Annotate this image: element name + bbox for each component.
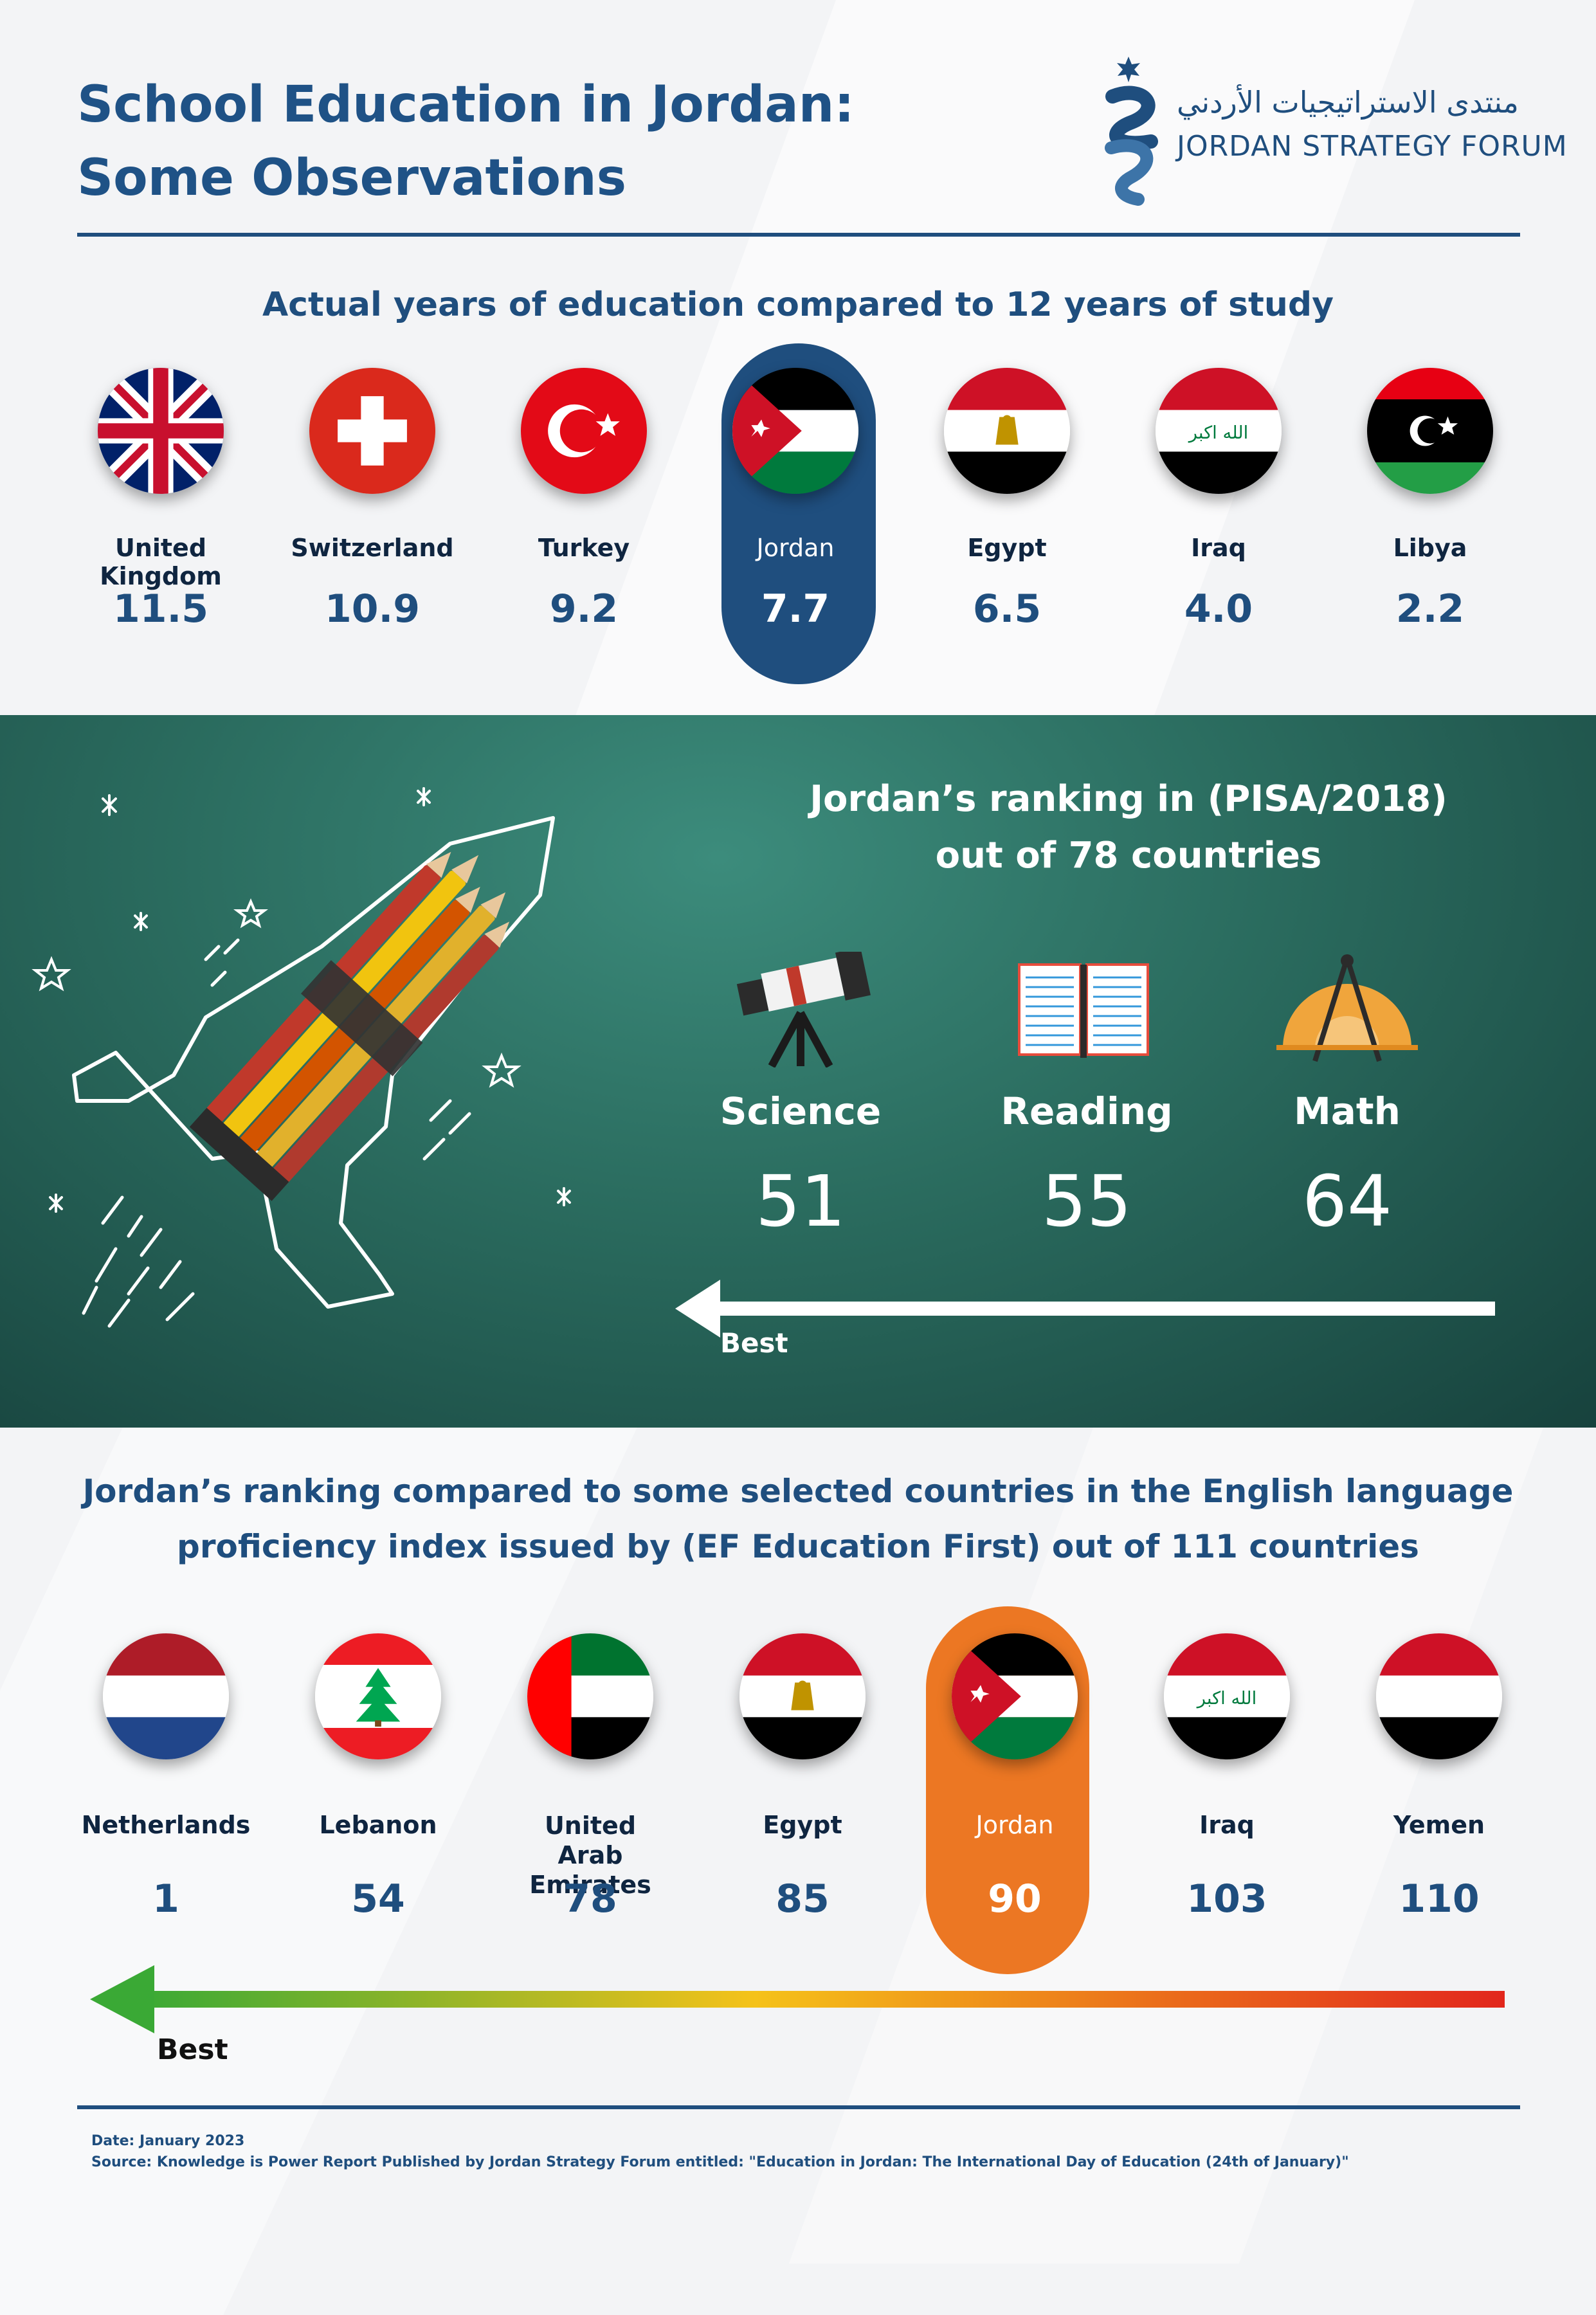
country-value: 11.5 <box>113 586 209 631</box>
libya-flag-icon <box>1367 368 1493 494</box>
rocket-illustration <box>32 787 571 1328</box>
country-name: Egypt <box>967 534 1047 562</box>
yemen-flag-icon <box>1376 1633 1502 1759</box>
iraq-flag-icon: الله اكبر <box>1164 1633 1290 1759</box>
ef-title-line-1: Jordan’s ranking compared to some select… <box>82 1473 1514 1510</box>
pisa-subject-label: Math <box>1294 1089 1401 1133</box>
lebanon-flag-icon <box>315 1633 441 1759</box>
open-book-icon <box>1018 963 1149 1058</box>
country-value: 103 <box>1186 1876 1267 1921</box>
page-title-line-2: Some Observations <box>77 149 627 207</box>
country-value: 7.7 <box>761 586 830 631</box>
country-name: Iraq <box>1191 534 1246 562</box>
uae-flag-icon <box>527 1633 653 1759</box>
egypt-flag-icon <box>739 1633 866 1759</box>
country-value: 2.2 <box>1395 586 1465 631</box>
country-value: 90 <box>988 1876 1042 1921</box>
country-value: 6.5 <box>972 586 1042 631</box>
pisa-title-line-2: out of 78 countries <box>935 835 1322 876</box>
pisa-subject-rank: 51 <box>756 1160 846 1242</box>
compass-protractor-icon <box>1276 954 1418 1062</box>
footer-divider <box>77 2105 1520 2109</box>
country-name: Turkey <box>538 534 630 562</box>
pisa-subject-rank: 55 <box>1042 1160 1132 1242</box>
country-value: 54 <box>351 1876 405 1921</box>
country-name: United Kingdom <box>100 534 222 590</box>
country-name: Switzerland <box>291 534 454 562</box>
years-section-title: Actual years of education compared to 12… <box>262 286 1334 324</box>
jordan-flag-icon <box>952 1633 1078 1759</box>
country-name: United Arab Emirates <box>529 1811 651 1899</box>
footer-date: Date: January 2023 <box>91 2133 245 2149</box>
country-name: Libya <box>1393 534 1467 562</box>
country-name: Jordan <box>975 1811 1054 1839</box>
ef-title-line-2: proficiency index issued by (EF Educatio… <box>177 1528 1419 1565</box>
country-name: Lebanon <box>319 1811 437 1839</box>
pisa-best-label: Best <box>720 1327 788 1359</box>
turkey-flag-icon <box>521 368 647 494</box>
svg-text:الله اكبر: الله اكبر <box>1196 1689 1257 1709</box>
header-divider <box>77 233 1520 237</box>
jordan-strategy-forum-logo: منتدى الاستراتيجيات الأردني JORDAN STRAT… <box>1093 51 1567 212</box>
country-value: 110 <box>1399 1876 1480 1921</box>
pisa-subject-rank: 64 <box>1302 1160 1392 1242</box>
page-title-line-1: School Education in Jordan: <box>77 76 855 134</box>
jordan-flag-icon <box>732 368 858 494</box>
uk-flag-icon <box>98 368 224 494</box>
country-name: Netherlands <box>81 1811 251 1839</box>
netherlands-flag-icon <box>103 1633 229 1759</box>
switzerland-flag-icon <box>309 368 435 494</box>
country-value: 85 <box>775 1876 830 1921</box>
country-name: Egypt <box>763 1811 842 1839</box>
iraq-flag-icon: الله اكبر <box>1156 368 1282 494</box>
country-name: Iraq <box>1199 1811 1255 1839</box>
best-arrow-icon <box>675 1280 1495 1338</box>
footer-source: Source: Knowledge is Power Report Publis… <box>91 2154 1349 2170</box>
country-value: 10.9 <box>324 586 421 631</box>
country-value: 4.0 <box>1184 586 1253 631</box>
pisa-title-line-1: Jordan’s ranking in (PISA/2018) <box>810 778 1447 820</box>
country-name: Jordan <box>756 534 835 562</box>
pisa-subject-label: Science <box>720 1089 882 1133</box>
country-value: 78 <box>563 1876 617 1921</box>
pisa-section: Jordan’s ranking in (PISA/2018) out of 7… <box>0 715 1596 1428</box>
ef-best-label: Best <box>157 2033 228 2066</box>
country-name: Yemen <box>1393 1811 1485 1839</box>
country-value: 1 <box>152 1876 179 1921</box>
forum-emblem-icon <box>1105 57 1158 206</box>
best-gradient-arrow-icon <box>90 1965 1505 2033</box>
svg-text:الله اكبر: الله اكبر <box>1188 423 1249 443</box>
logo-english-text: JORDAN STRATEGY FORUM <box>1177 130 1568 163</box>
logo-arabic-text: منتدى الاستراتيجيات الأردني <box>1177 85 1519 120</box>
pisa-subject-label: Reading <box>1001 1089 1173 1133</box>
egypt-flag-icon <box>944 368 1070 494</box>
country-value: 9.2 <box>549 586 619 631</box>
telescope-icon <box>736 952 871 1067</box>
